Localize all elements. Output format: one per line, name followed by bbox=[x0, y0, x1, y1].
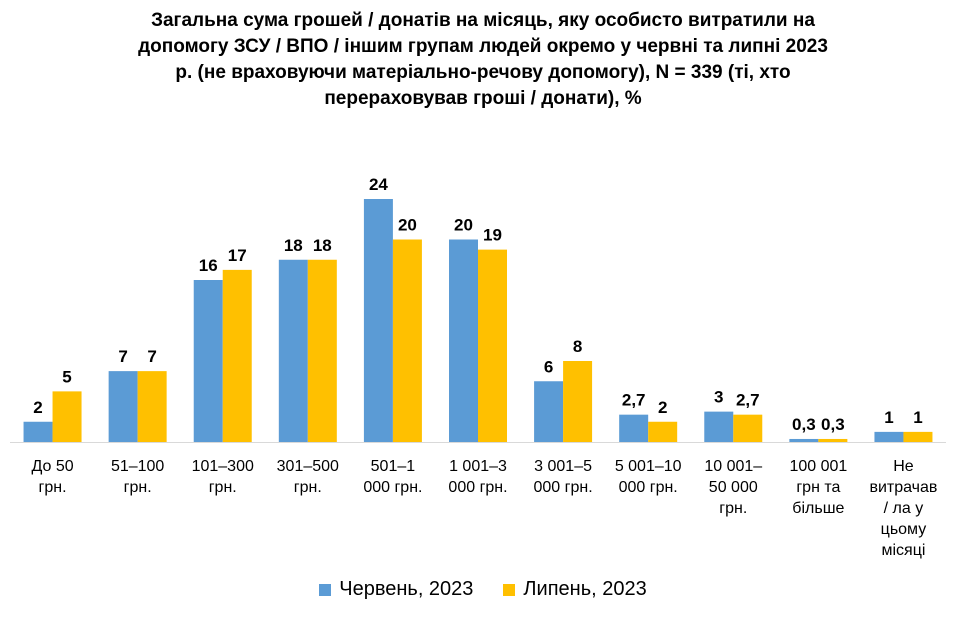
data-label: 19 bbox=[483, 226, 502, 245]
category-label: 3 001–5 bbox=[534, 458, 592, 475]
category-label: 1 001–3 bbox=[449, 458, 507, 475]
bar-july bbox=[903, 431, 933, 442]
bar-july bbox=[648, 421, 678, 442]
legend-item-june: Червень, 2023 bbox=[319, 578, 473, 601]
category-label: цьому bbox=[881, 521, 927, 538]
bar-july bbox=[733, 414, 763, 442]
category-label: 000 грн. bbox=[363, 479, 422, 496]
data-label: 24 bbox=[369, 175, 388, 194]
legend-item-july: Липень, 2023 bbox=[503, 578, 647, 601]
category-label: грн. bbox=[124, 479, 152, 496]
bar-june bbox=[704, 411, 734, 442]
bar-july bbox=[563, 361, 593, 442]
bar-june bbox=[789, 438, 819, 442]
bar-june bbox=[534, 381, 564, 442]
data-label: 2,7 bbox=[736, 391, 760, 410]
data-label: 17 bbox=[228, 246, 247, 265]
category-label: 10 001– bbox=[704, 458, 762, 475]
category-label: грн. bbox=[294, 479, 322, 496]
data-label: 18 bbox=[284, 236, 303, 255]
bar-july bbox=[52, 391, 82, 442]
legend-swatch-june bbox=[319, 583, 332, 596]
data-label: 8 bbox=[573, 337, 582, 356]
bar-july bbox=[478, 249, 507, 442]
chart-title-line: допомогу ЗСУ / ВПО / іншим групам людей … bbox=[138, 36, 828, 57]
data-label: 16 bbox=[199, 256, 218, 275]
chart-title-line: Загальна сума грошей / донатів на місяць… bbox=[151, 10, 815, 31]
legend-label-june: Червень, 2023 bbox=[339, 578, 474, 600]
data-label: 2,7 bbox=[622, 391, 646, 410]
category-label: грн та bbox=[796, 479, 840, 496]
category-label: грн. bbox=[39, 479, 67, 496]
data-label: 5 bbox=[62, 367, 71, 386]
chart-title-line: перераховував гроші / донати), % bbox=[324, 88, 642, 109]
data-label: 3 bbox=[714, 388, 723, 407]
bar-july bbox=[307, 259, 337, 442]
bar-june bbox=[193, 280, 223, 442]
legend: Червень, 2023 Липень, 2023 bbox=[0, 578, 966, 601]
legend-swatch-july bbox=[503, 583, 516, 596]
data-label: 6 bbox=[544, 357, 553, 376]
category-label: 50 000 bbox=[709, 479, 758, 496]
chart-title: Загальна сума грошей / донатів на місяць… bbox=[0, 8, 966, 112]
category-label: 5 001–10 bbox=[615, 458, 682, 475]
data-label: 2 bbox=[33, 398, 42, 417]
data-label: 1 bbox=[913, 408, 922, 427]
category-label: До 50 bbox=[31, 458, 73, 475]
bar-june bbox=[449, 239, 478, 442]
data-label: 1 bbox=[884, 408, 893, 427]
bar-june bbox=[278, 259, 308, 442]
category-label: 301–500 bbox=[277, 458, 339, 475]
category-label: грн. bbox=[719, 500, 747, 517]
category-label: 501–1 bbox=[371, 458, 416, 475]
category-label: / ла у bbox=[884, 500, 924, 517]
legend-label-july: Липень, 2023 bbox=[523, 578, 647, 600]
bar-june bbox=[108, 371, 138, 442]
category-label: 51–100 bbox=[111, 458, 164, 475]
category-label: місяці bbox=[881, 542, 925, 559]
bar-july bbox=[222, 269, 252, 442]
bar-june bbox=[619, 414, 649, 442]
chart-title-line: р. (не враховуючи матеріально-речову доп… bbox=[175, 62, 791, 83]
category-label: 101–300 bbox=[192, 458, 254, 475]
category-label: більше bbox=[792, 500, 844, 517]
category-label: 000 грн. bbox=[534, 479, 593, 496]
data-label: 20 bbox=[398, 216, 417, 235]
category-label: грн. bbox=[209, 479, 237, 496]
bar-june bbox=[23, 421, 53, 442]
category-label: 100 001 bbox=[789, 458, 847, 475]
bar-june bbox=[363, 199, 393, 442]
bar-june bbox=[874, 431, 904, 442]
data-label: 18 bbox=[313, 236, 332, 255]
category-label: Не bbox=[893, 458, 914, 475]
data-label: 0,3 bbox=[821, 415, 845, 434]
bar-july bbox=[818, 438, 848, 442]
category-label: витрачав bbox=[869, 479, 937, 496]
data-label: 0,3 bbox=[792, 415, 816, 434]
bar-july bbox=[137, 371, 167, 442]
data-label: 20 bbox=[454, 216, 473, 235]
data-label: 2 bbox=[658, 398, 667, 417]
category-label: 000 грн. bbox=[448, 479, 507, 496]
category-label: 000 грн. bbox=[619, 479, 678, 496]
bar-july bbox=[392, 239, 422, 442]
data-label: 7 bbox=[118, 347, 127, 366]
data-label: 7 bbox=[147, 347, 156, 366]
